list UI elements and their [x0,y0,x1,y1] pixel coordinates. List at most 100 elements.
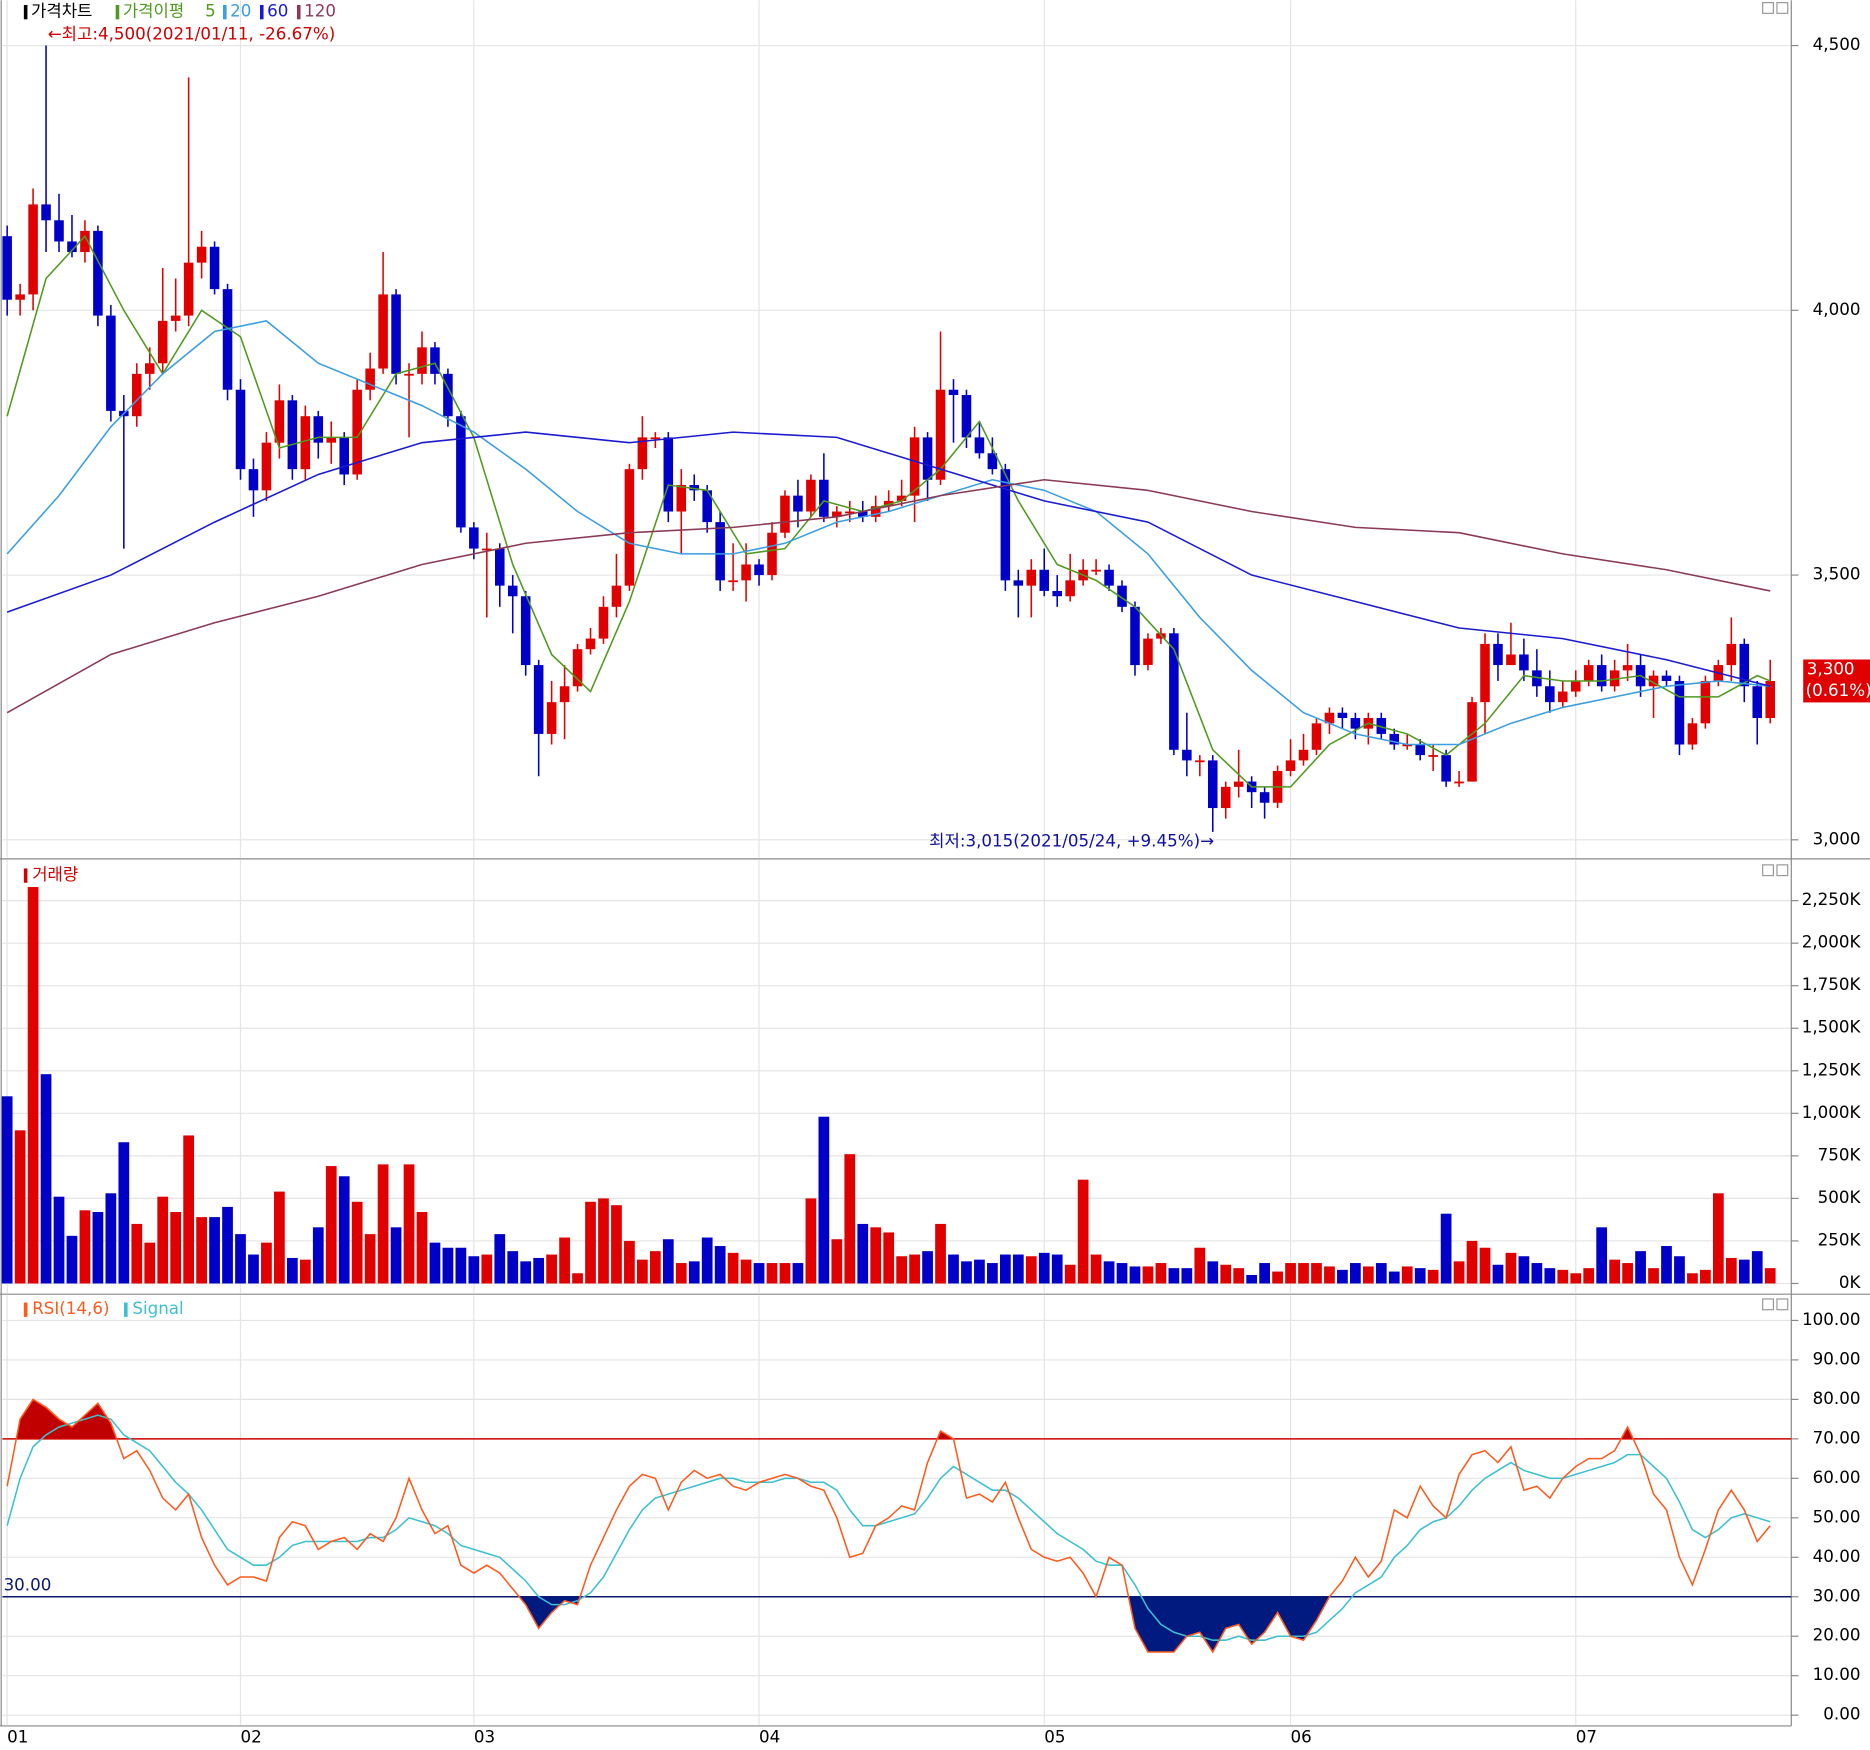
volume-bar [909,1254,920,1284]
y-tick-label: 30.00 [1813,1586,1861,1605]
volume-bar [1324,1266,1335,1284]
legend-swatch [259,4,264,20]
legend-swatch [296,4,301,20]
candle-body [391,294,401,374]
volume-bar [442,1247,454,1284]
legend-label: RSI(14,6) [32,1299,109,1318]
candle-body [157,320,168,364]
candle-body [806,479,816,512]
candle-body [961,395,972,438]
volume-bar [1012,1254,1024,1284]
candle-body [417,347,427,374]
x-tick-label: 01 [7,1727,28,1746]
volume-bar [429,1242,441,1284]
candle-body [1687,723,1698,745]
close-button[interactable] [1776,1298,1789,1311]
volume-bar [1362,1266,1374,1284]
volume-bar [1155,1263,1167,1284]
candle-body [857,511,868,517]
close-button[interactable] [1776,2,1789,14]
high-annotation: ←최고:4,500(2021/01/11, -26.67%) [48,24,336,43]
volume-bar [118,1142,130,1284]
ma-label: 가격이평 [123,2,184,21]
volume-bar [79,1210,91,1284]
close-button[interactable] [1776,864,1789,877]
x-tick-label: 07 [1576,1727,1597,1746]
volume-bar [598,1198,609,1284]
minimize-button[interactable] [1762,1298,1774,1311]
legend-label: Signal [132,1299,183,1318]
candle-body [896,495,907,501]
volume-bar [559,1237,570,1284]
volume-bar [1505,1252,1517,1284]
volume-bar [196,1217,207,1284]
volume-bar [1557,1269,1569,1284]
candle-body [1207,760,1218,809]
volume-bar [649,1251,661,1284]
candle-body [261,442,272,491]
candle-body [520,596,531,666]
volume-bar [416,1212,428,1284]
volume-bar [1492,1264,1504,1284]
candle-body [1195,760,1205,763]
candle-body [1454,781,1464,784]
y-tick-label: 1,250K [1802,1060,1862,1079]
candle-body [546,702,557,734]
volume-bar [222,1206,233,1284]
candle-body [676,485,687,512]
volume-bar [53,1196,65,1284]
candle-body [689,485,699,491]
volume-bar [66,1235,78,1284]
volume-bar [1531,1263,1543,1284]
candle-body [1493,643,1503,666]
candle-body [1570,680,1581,692]
volume-bar [455,1247,467,1284]
candle-body [650,437,661,440]
minimize-button[interactable] [1762,2,1774,14]
candle-body [80,230,90,253]
candle-body [702,490,712,523]
minimize-button[interactable] [1762,864,1774,877]
candle-body [1674,680,1685,745]
x-tick-label: 02 [241,1727,262,1746]
candles [2,45,1775,832]
volume-bar [896,1256,908,1284]
volume-bar [546,1254,557,1284]
candle-body [326,437,337,443]
candle-body [1441,755,1451,782]
volume-bar [1687,1273,1698,1284]
candle-body [1558,691,1568,703]
volume-bar [1129,1266,1141,1284]
volume-bar [1466,1240,1478,1284]
x-tick-label: 06 [1291,1727,1312,1746]
x-tick-label: 04 [759,1727,780,1746]
candle-body [132,373,142,417]
volume-bar [1648,1268,1659,1284]
y-tick-label: 4,000 [1813,300,1861,319]
candle-body [1169,633,1179,750]
volume-bar [507,1251,519,1284]
y-tick-label: 100.00 [1802,1310,1860,1329]
candle-body [1648,675,1659,687]
volume-bar [377,1164,389,1284]
volume-bar [1220,1264,1232,1284]
volume-bar [1738,1259,1750,1284]
candle-body [1622,665,1633,671]
volume-title: 거래량 [32,865,78,884]
candle-body [948,389,959,396]
candle-body [67,241,77,253]
volume-bar [999,1254,1011,1284]
y-tick-label: 750K [1818,1145,1862,1164]
candle-body [987,453,998,470]
y-tick-label: 40.00 [1813,1547,1861,1566]
candle-body [183,262,194,316]
y-tick-label: 2,250K [1802,890,1862,909]
volume-bar [1440,1213,1452,1284]
volume-bar [144,1242,156,1284]
candle-body [378,294,388,369]
candle-body [909,437,920,496]
candle-body [1000,469,1011,581]
volume-bar [1427,1269,1439,1284]
candle-body [209,246,220,290]
candle-body [482,548,492,551]
